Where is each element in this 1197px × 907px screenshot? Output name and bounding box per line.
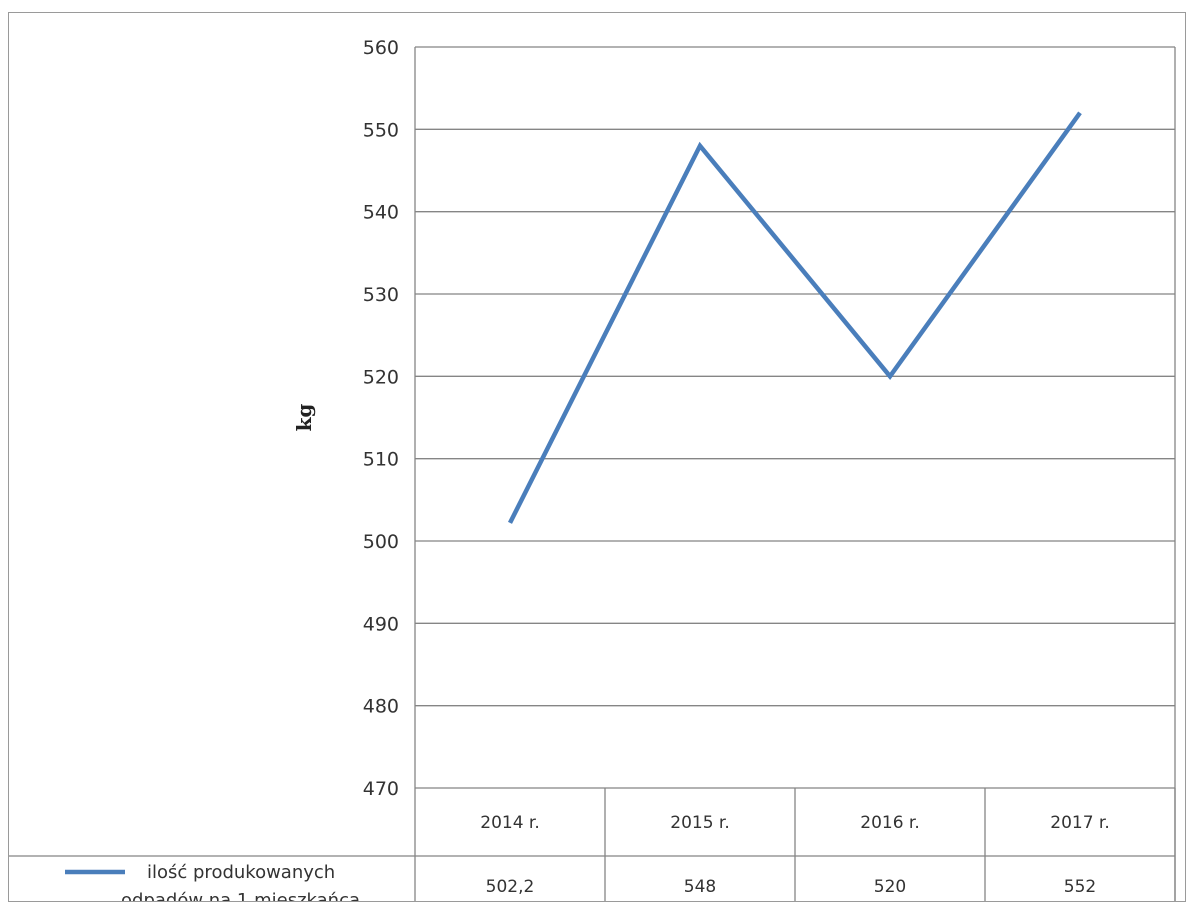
y-tick-label: 540 [363, 202, 399, 224]
y-tick-label: 520 [363, 366, 399, 388]
data-label: 520 [874, 877, 906, 897]
x-tick-label: 2015 r. [670, 813, 730, 833]
data-label: 552 [1064, 877, 1096, 897]
y-tick-label: 550 [363, 119, 399, 141]
y-tick-label: 500 [363, 531, 399, 553]
chart-frame: 470 480 490 500 510 520 530 540 550 560 kg 2014 r. 2… [8, 12, 1186, 902]
legend-label: ilość produkowanych [147, 862, 335, 883]
y-axis-label: kg [292, 404, 316, 432]
y-tick-label: 530 [363, 284, 399, 306]
y-tick-label: 480 [363, 696, 399, 718]
data-label: 548 [684, 877, 716, 897]
legend-label: odpadów na 1 mieszkańca [121, 890, 360, 901]
series-line [507, 111, 1082, 524]
x-tick-label: 2017 r. [1050, 813, 1110, 833]
x-tick-label: 2014 r. [480, 813, 540, 833]
data-label: 502,2 [486, 877, 535, 897]
line-chart: 470 480 490 500 510 520 530 540 550 560 kg 2014 r. 2… [9, 37, 1176, 901]
y-tick-label: 470 [363, 778, 399, 800]
y-tick-label: 490 [363, 613, 399, 635]
x-tick-label: 2016 r. [860, 813, 920, 833]
y-tick-label: 510 [363, 449, 399, 471]
y-tick-label: 560 [363, 37, 399, 59]
